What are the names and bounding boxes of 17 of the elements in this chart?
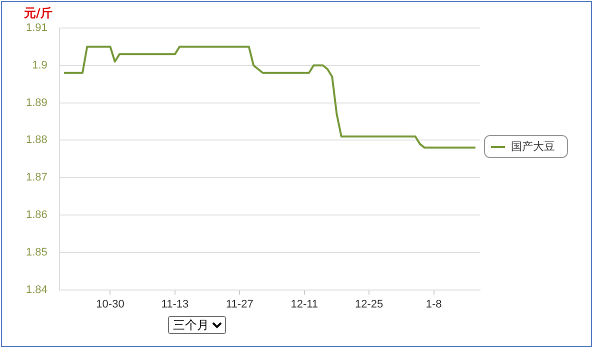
y-tick-label: 1.87 (26, 172, 48, 184)
legend-label: 国产大豆 (511, 139, 555, 154)
x-tick-label: 11-13 (161, 298, 189, 310)
y-tick-label: 1.89 (26, 96, 48, 109)
x-tick-label: 12-25 (355, 298, 384, 310)
y-axis-title: 元/斤 (24, 5, 52, 22)
period-dropdown: 三个月 (168, 316, 226, 334)
x-tick-label: 11-27 (226, 298, 254, 310)
x-tick-label: 1-8 (426, 298, 442, 310)
y-tick-label: 1.88 (26, 134, 48, 146)
x-tick-label: 12-11 (290, 298, 318, 310)
y-tick-label: 1.86 (26, 209, 48, 222)
x-tick-label: 10-30 (96, 298, 124, 310)
y-tick-label: 1.9 (32, 59, 48, 72)
y-tick-label: 1.84 (26, 284, 48, 296)
y-tick-label: 1.85 (26, 246, 48, 258)
y-tick-label: 1.91 (26, 22, 48, 34)
